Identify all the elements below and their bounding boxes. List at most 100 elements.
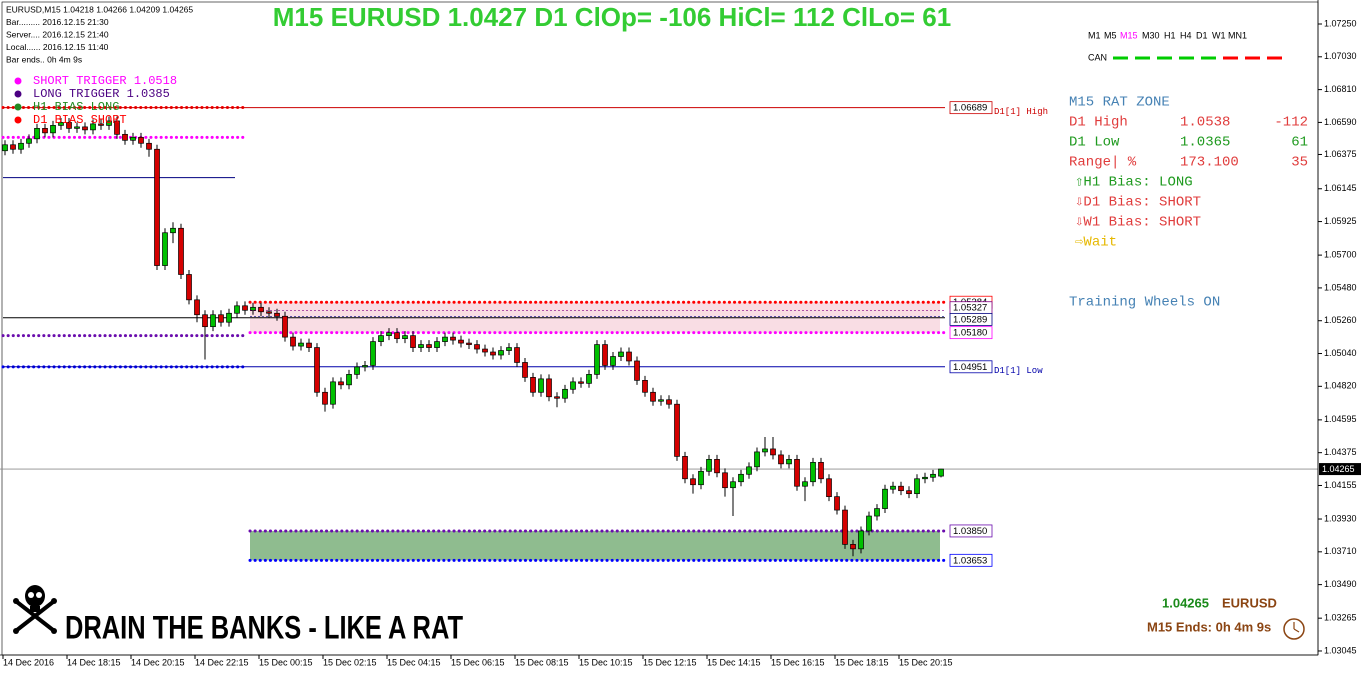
y-tick-label: 1.05480 [1324,282,1357,292]
x-tick-label: 15 Dec 04:15 [387,657,441,667]
candle-body [666,399,672,405]
panel-title: M15 RAT ZONE [1069,95,1170,111]
x-tick-label: 15 Dec 14:15 [707,657,761,667]
candle-body [786,459,792,465]
candle-body [242,305,248,311]
y-tick-label: 1.04595 [1324,414,1357,424]
panel-cell: 173.100 [1180,155,1239,171]
level-tag [949,326,993,340]
candle-body [370,341,376,366]
x-tick-label: 14 Dec 18:15 [67,657,121,667]
candle-body [610,356,616,366]
level-tag [949,553,993,567]
candle-body [618,351,624,357]
panel-cell: D1 High [1069,115,1128,131]
level-note: D1[1] High [994,107,1048,117]
x-tick-label: 14 Dec 2016 [3,657,54,667]
zones [250,302,940,561]
legend-label: LONG TRIGGER 1.0385 [33,87,170,101]
candle-body [762,448,768,453]
candle-body [298,342,304,347]
y-tick-label: 1.07030 [1324,51,1357,61]
candle-body [98,123,104,126]
footer-symbol: EURUSD [1222,595,1277,610]
y-tick-label: 1.06145 [1324,183,1357,193]
y-tick-label: 1.05040 [1324,348,1357,358]
candle-body [418,344,424,348]
candle-body [714,459,720,474]
candle-body [482,348,488,353]
candle-body [466,342,472,345]
candle-body [450,336,456,341]
candle-body [178,227,184,275]
legend-dot [14,77,22,85]
timeframe: W1 [1212,30,1226,40]
candle-body [730,481,736,489]
candle-body [426,344,432,348]
candle-body [506,347,512,351]
x-tick-label: 15 Dec 16:15 [771,657,825,667]
level-note: D1[1] Low [994,366,1043,376]
candle-body [818,462,824,480]
clock-icon [1283,618,1305,640]
timeframe: M5 [1104,30,1117,40]
skull-icon [13,585,57,634]
y-tick-label: 1.06375 [1324,149,1357,159]
x-tick-label: 15 Dec 00:15 [259,657,313,667]
candle-body [266,311,272,314]
candle-body [930,473,936,478]
y-tick-label: 1.06810 [1324,84,1357,94]
candle-body [554,396,560,399]
candle-body [874,508,880,517]
panel-bias: ⇩W1 Bias: SHORT [1075,215,1201,231]
candle-body [906,490,912,495]
candle-body [706,459,712,472]
candle-body [122,133,128,141]
level-tag [949,360,993,374]
candle-body [362,365,368,368]
level-tag [949,524,993,538]
candle-body [722,472,728,489]
candle-body [314,347,320,393]
panel-bias: ⇩D1 Bias: SHORT [1075,195,1201,211]
candle-body [658,399,664,402]
level-label: 1.05327 [953,303,987,314]
x-tick-label: 15 Dec 06:15 [451,657,505,667]
info-line: Bar......... 2016.12.15 21:30 [6,17,109,27]
legend-label: D1 BIAS SHORT [33,113,127,127]
candle-body [50,125,56,134]
candle-body [578,381,584,384]
candle-body [922,476,928,480]
candle-body [274,312,280,317]
x-tick-label: 15 Dec 18:15 [835,657,889,667]
candle-body [826,478,832,498]
candle-body [794,459,800,487]
x-tick-label: 14 Dec 22:15 [195,657,249,667]
x-tick-label: 14 Dec 20:15 [131,657,185,667]
candle-body [914,478,920,495]
candle-body [882,488,888,509]
candle-body [90,123,96,131]
candle-body [474,344,480,350]
x-tick-label: 15 Dec 08:15 [515,657,569,667]
candle-body [746,466,752,475]
level-label: 1.03653 [953,555,987,566]
candle-body [778,454,784,465]
candle-body [530,377,536,393]
panel-bias: ⇨Wait [1075,235,1117,251]
candle-body [834,496,840,511]
level-label: 1.05180 [953,328,987,339]
panel-cell: 1.0365 [1180,135,1230,151]
candle-body [186,274,192,301]
candle-body [322,391,328,405]
legend-label: H1 BIAS LONG [33,100,119,114]
candle-body [306,342,312,348]
candle-body [154,148,160,266]
panel-cell: 35 [1291,155,1308,171]
candle-body [34,128,40,140]
candle-body [106,120,112,126]
x-tick-label: 15 Dec 10:15 [579,657,633,667]
y-tick-label: 1.03490 [1324,579,1357,589]
